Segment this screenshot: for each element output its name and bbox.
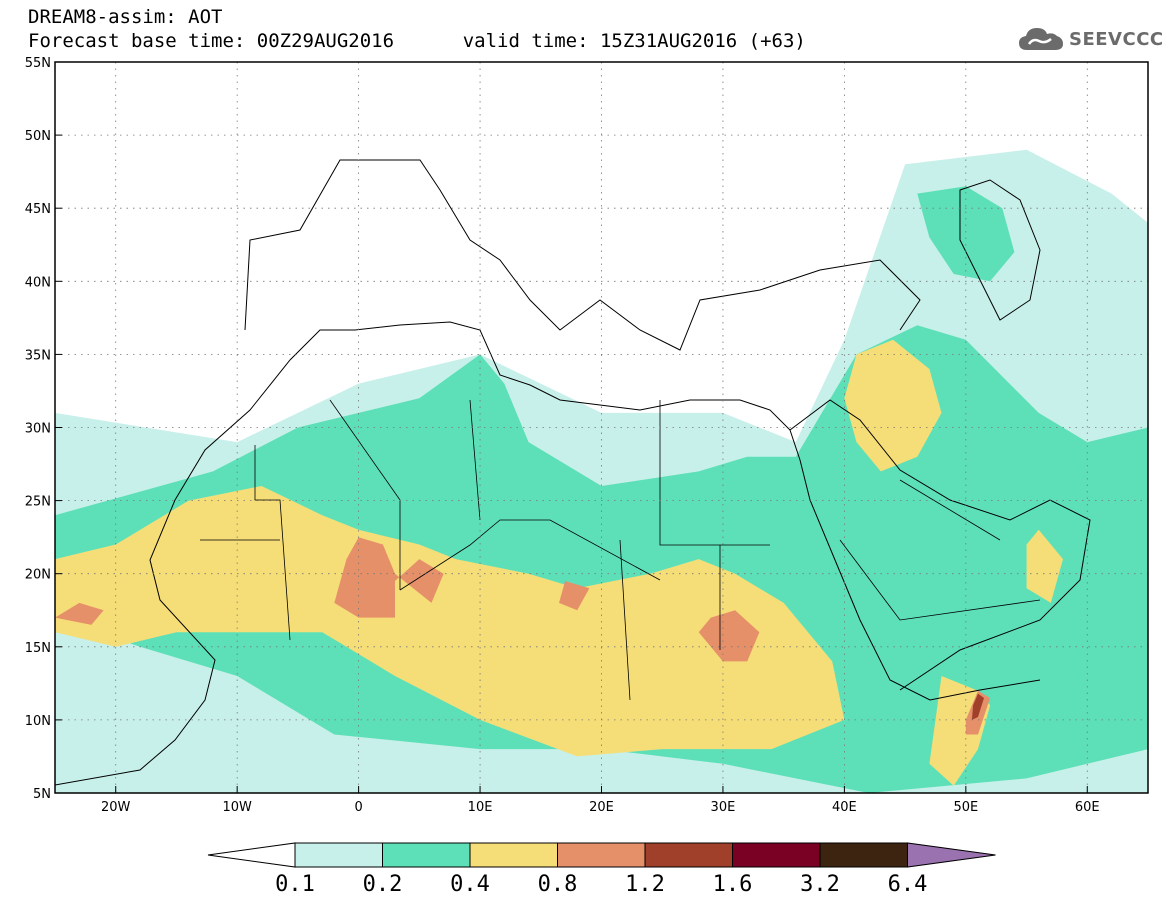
logo-text: SEEVCCC xyxy=(1069,28,1164,50)
colorbar-swatch xyxy=(469,842,558,868)
lat-tick-label: 10N xyxy=(25,714,51,729)
lon-tick-label: 20E xyxy=(589,800,614,815)
lon-tick-label: 50E xyxy=(953,800,978,815)
lat-tick-label: 55N xyxy=(25,56,51,71)
map-subtitle: Forecast base time: 00Z29AUG2016 valid t… xyxy=(28,30,806,52)
lon-tick-label: 20W xyxy=(101,800,131,815)
aot-region-0.2 xyxy=(917,186,1015,282)
lat-tick-label: 5N xyxy=(33,787,51,802)
lat-tick-label: 50N xyxy=(25,129,51,144)
colorbar-level-label: 0.2 xyxy=(363,872,403,897)
aot-region-0.4 xyxy=(844,339,942,472)
lon-tick-label: 10E xyxy=(468,800,493,815)
caspian-coast xyxy=(959,179,1041,321)
aot-region-0.8 xyxy=(55,602,104,625)
lon-tick-label: 0 xyxy=(354,800,362,815)
colorbar-level-label: 1.6 xyxy=(713,872,753,897)
colorbar-under-arrow xyxy=(207,842,296,868)
colorbar-level-label: 0.8 xyxy=(538,872,578,897)
aot-region-0.8 xyxy=(334,537,444,618)
lat-tick-label: 35N xyxy=(25,348,51,363)
coastlines xyxy=(55,159,1091,786)
lon-tick-label: 30E xyxy=(711,800,736,815)
lat-tick-label: 20N xyxy=(25,568,51,583)
lat-tick-label: 40N xyxy=(25,275,51,290)
aot-field xyxy=(55,149,1148,793)
colorbar-swatch xyxy=(644,842,733,868)
lat-tick-label: 30N xyxy=(25,422,51,437)
lon-tick-label: 60E xyxy=(1075,800,1100,815)
lon-tick-label: 10W xyxy=(222,800,252,815)
europe-coast xyxy=(244,159,921,351)
aot-region-0.8 xyxy=(698,610,760,662)
colorbar-level-label: 3.2 xyxy=(800,872,840,897)
aot-region-1.2 xyxy=(971,693,984,720)
colorbar-level-label: 1.2 xyxy=(625,872,665,897)
map-title: DREAM8-assim: AOT xyxy=(28,6,223,28)
cloud-icon xyxy=(1019,28,1063,50)
colorbar: 0.1 0.2 0.4 0.8 1.2 1.6 3.2 6.4 xyxy=(207,842,996,897)
colorbar-level-label: 0.1 xyxy=(275,872,315,897)
lat-tick-label: 45N xyxy=(25,202,51,217)
colorbar-over-arrow xyxy=(907,842,996,868)
arabia-coast xyxy=(789,399,1091,691)
valid-time-label: valid time: 15Z31AUG2016 (+63) xyxy=(462,30,806,52)
colorbar-swatch xyxy=(294,842,383,868)
base-time-label: Forecast base time: 00Z29AUG2016 xyxy=(28,30,395,52)
borders xyxy=(200,399,1041,701)
graticule xyxy=(55,62,1148,793)
lon-tick-label: 40E xyxy=(832,800,857,815)
colorbar-swatch xyxy=(819,842,908,868)
colorbar-swatch xyxy=(732,842,821,868)
colorbar-level-label: 0.4 xyxy=(450,872,490,897)
seevccc-logo: SEEVCCC xyxy=(1017,22,1164,56)
lat-tick-label: 25N xyxy=(25,495,51,510)
colorbar-swatch xyxy=(557,842,646,868)
aot-region-0.4 xyxy=(55,486,845,757)
aot-region-0.8 xyxy=(559,581,590,611)
colorbar-swatch xyxy=(382,842,471,868)
colorbar-level-label: 6.4 xyxy=(888,872,928,897)
africa-coast xyxy=(55,321,1041,786)
lat-tick-label: 15N xyxy=(25,641,51,656)
aot-region-0.4 xyxy=(1026,529,1063,603)
axis-ticks: 20W 10W 0 10E 20E 30E 40E 50E 60E 55N 50N 45N 40N 35N… xyxy=(25,56,1100,815)
